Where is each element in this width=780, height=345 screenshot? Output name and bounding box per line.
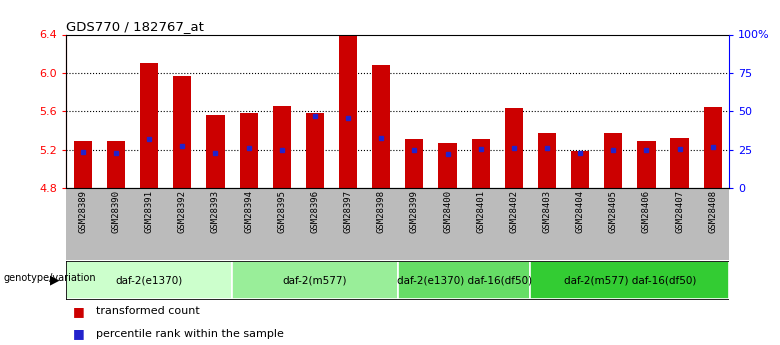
Text: GSM28403: GSM28403 — [542, 190, 551, 233]
Bar — [339, 37, 357, 188]
Text: ■: ■ — [73, 305, 85, 318]
Text: GSM28391: GSM28391 — [144, 190, 154, 233]
Text: daf-2(m577): daf-2(m577) — [282, 275, 347, 285]
Text: daf-2(e1370) daf-16(df50): daf-2(e1370) daf-16(df50) — [396, 275, 532, 285]
Text: GSM28399: GSM28399 — [410, 190, 419, 233]
Bar — [232, 261, 398, 299]
Bar — [140, 63, 158, 188]
Text: GDS770 / 182767_at: GDS770 / 182767_at — [66, 20, 204, 33]
Bar — [438, 143, 456, 188]
Bar — [66, 261, 232, 299]
Text: daf-2(m577) daf-16(df50): daf-2(m577) daf-16(df50) — [564, 275, 696, 285]
Bar — [398, 261, 530, 299]
Bar — [207, 115, 225, 188]
Bar — [74, 141, 92, 188]
Text: GSM28395: GSM28395 — [277, 190, 286, 233]
Text: genotype/variation: genotype/variation — [3, 273, 96, 283]
Text: percentile rank within the sample: percentile rank within the sample — [96, 329, 284, 339]
Text: GSM28402: GSM28402 — [509, 190, 519, 233]
Text: GSM28394: GSM28394 — [244, 190, 254, 233]
Bar — [704, 107, 722, 188]
Text: GSM28400: GSM28400 — [443, 190, 452, 233]
Text: GSM28392: GSM28392 — [178, 190, 187, 233]
Bar — [372, 65, 390, 188]
Bar — [273, 107, 291, 188]
Text: GSM28390: GSM28390 — [112, 190, 121, 233]
Text: GSM28406: GSM28406 — [642, 190, 651, 233]
Text: GSM28401: GSM28401 — [476, 190, 485, 233]
Text: daf-2(e1370): daf-2(e1370) — [115, 275, 183, 285]
Text: GSM28393: GSM28393 — [211, 190, 220, 233]
Bar — [239, 113, 257, 188]
Text: GSM28405: GSM28405 — [608, 190, 618, 233]
Bar — [505, 108, 523, 188]
Bar — [571, 151, 589, 188]
Bar — [637, 141, 655, 188]
Text: transformed count: transformed count — [96, 306, 200, 316]
Text: GSM28404: GSM28404 — [576, 190, 585, 233]
Text: ▶: ▶ — [50, 273, 59, 286]
Text: GSM28389: GSM28389 — [78, 190, 87, 233]
Bar — [107, 141, 125, 188]
Text: GSM28397: GSM28397 — [343, 190, 353, 233]
Text: GSM28408: GSM28408 — [708, 190, 718, 233]
Bar — [530, 261, 729, 299]
Bar — [538, 133, 556, 188]
Bar — [406, 139, 424, 188]
Bar — [671, 138, 689, 188]
Bar — [472, 139, 490, 188]
Bar — [604, 133, 622, 188]
Text: GSM28407: GSM28407 — [675, 190, 684, 233]
Text: ■: ■ — [73, 327, 85, 340]
Text: GSM28398: GSM28398 — [377, 190, 386, 233]
Text: GSM28396: GSM28396 — [310, 190, 320, 233]
Bar — [173, 76, 191, 188]
Bar — [306, 113, 324, 188]
